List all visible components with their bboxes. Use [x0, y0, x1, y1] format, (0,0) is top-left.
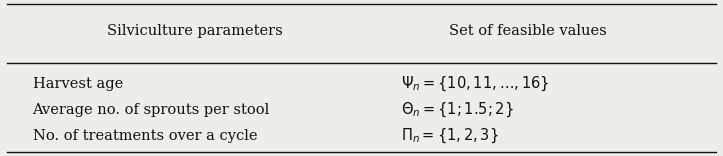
Text: $\Psi_n = \{10, 11, \ldots, 16\}$: $\Psi_n = \{10, 11, \ldots, 16\}$: [401, 75, 549, 93]
Text: Set of feasible values: Set of feasible values: [449, 24, 607, 38]
Text: No. of treatments over a cycle: No. of treatments over a cycle: [33, 129, 257, 143]
Text: Silviculture parameters: Silviculture parameters: [107, 24, 283, 38]
Text: Harvest age: Harvest age: [33, 77, 123, 91]
Text: $\Theta_n = \{1; 1.5; 2\}$: $\Theta_n = \{1; 1.5; 2\}$: [401, 101, 514, 119]
Text: $\Pi_n = \{1, 2, 3\}$: $\Pi_n = \{1, 2, 3\}$: [401, 127, 499, 145]
Text: Average no. of sprouts per stool: Average no. of sprouts per stool: [33, 103, 270, 117]
